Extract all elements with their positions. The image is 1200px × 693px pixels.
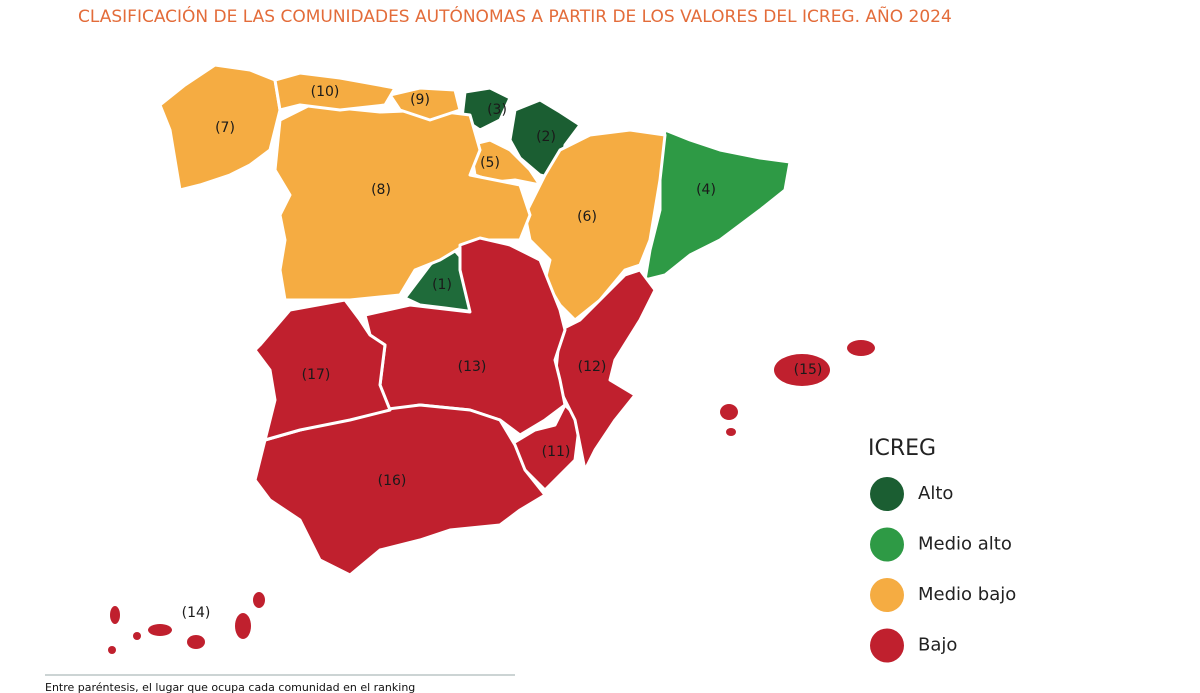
region (273, 71, 397, 112)
regions: (1) (2) (3) (4) (5) (6) (7) (8) (9) (10) (11) (12) (… (108, 63, 875, 654)
region (643, 128, 792, 282)
island (253, 592, 265, 608)
footnote: Entre paréntesis, el lugar que ocupa cad… (45, 681, 415, 693)
island (774, 354, 830, 386)
region-label: (14) (182, 605, 211, 621)
title: CLASIFICACIÓN DE LAS COMUNIDADES AUTÓNOM… (78, 5, 952, 27)
region-label: (2) (536, 129, 556, 145)
island (847, 340, 875, 356)
island (133, 632, 141, 640)
island (235, 613, 251, 639)
region-label: (6) (577, 209, 597, 225)
island (110, 606, 120, 624)
island (720, 404, 738, 420)
legend-label: Medio alto (918, 534, 1012, 555)
region-label: (11) (542, 444, 571, 460)
legend-title: ICREG (868, 436, 936, 461)
legend-label: Bajo (918, 635, 957, 656)
legend-label: Medio bajo (918, 584, 1016, 605)
region-label: (4) (696, 182, 716, 198)
region (158, 63, 282, 192)
island (108, 646, 116, 654)
region-label: (17) (302, 367, 331, 383)
region (523, 128, 667, 322)
region-label: (15) (794, 362, 823, 378)
region-label: (8) (371, 182, 391, 198)
region (553, 268, 657, 472)
region (253, 298, 392, 442)
region-label: (12) (578, 359, 607, 375)
region (253, 403, 547, 577)
region-label: (10) (311, 84, 340, 100)
legend-swatch (870, 527, 904, 562)
region (388, 86, 462, 122)
island (148, 624, 172, 636)
island (187, 635, 205, 649)
region-label: (9) (410, 92, 430, 108)
legend-label: Alto (918, 483, 953, 504)
region-label: (1) (432, 277, 452, 293)
legend-swatch (870, 628, 904, 663)
island (726, 428, 736, 436)
legend-swatch (870, 578, 904, 612)
region-label: (7) (215, 120, 235, 136)
legend: Alto Medio alto Medio bajo Bajo (870, 477, 1016, 663)
region-label: (3) (487, 102, 507, 118)
region-label: (13) (458, 359, 487, 375)
region-label: (16) (378, 473, 407, 489)
legend-swatch (870, 477, 904, 511)
region-label: (5) (480, 155, 500, 171)
